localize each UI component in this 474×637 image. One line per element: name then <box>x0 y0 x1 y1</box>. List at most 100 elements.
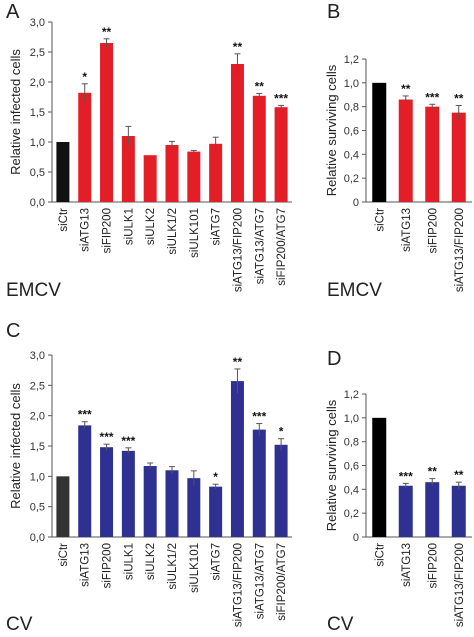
category-label: siULK1/2 <box>167 208 179 255</box>
significance-label: ** <box>454 91 464 105</box>
y-tick-label: 1,0 <box>344 413 359 425</box>
y-tick-label: 2,5 <box>30 47 45 59</box>
bar <box>425 106 440 202</box>
category-label: siATG13/ATG7 <box>254 543 266 619</box>
y-tick-label: 0,0 <box>30 532 45 544</box>
category-label: siCtr <box>374 208 386 232</box>
bar <box>56 142 70 202</box>
virus-label: CV <box>327 614 354 635</box>
bar <box>230 381 244 537</box>
category-label: siFIP200/ATG7 <box>276 543 288 621</box>
bar <box>187 151 201 202</box>
y-tick-label: 1,0 <box>344 78 359 90</box>
category-label: siFIP200/ATG7 <box>276 208 288 286</box>
y-tick-label: 3,0 <box>30 350 45 362</box>
category-label: siCtr <box>374 543 386 567</box>
significance-label: ** <box>233 355 243 369</box>
bar <box>209 143 223 202</box>
bar <box>121 136 135 202</box>
significance-label: ** <box>401 82 411 96</box>
panel-b: B EMCV Relative surviving cells 0 0,2 0,4 0,6 0… <box>324 1 472 301</box>
y-tick-label: 0 <box>353 197 359 209</box>
virus-label: EMCV <box>6 280 61 301</box>
category-label: siULK1 <box>123 543 135 580</box>
y-tick-label: 0,8 <box>344 437 359 449</box>
panel-letter: B <box>327 1 340 23</box>
bar <box>78 92 92 202</box>
category-label: siFIP200 <box>427 543 439 588</box>
panel-c: C CV Relative infected cells 0,0 0,5 1,0 1,5 2,… <box>6 320 292 635</box>
significance-label: *** <box>425 90 439 104</box>
category-label: siATG13/FIP200 <box>454 208 466 292</box>
category-label: siATG7 <box>211 208 223 246</box>
bar <box>252 95 266 202</box>
y-tick-label: 0 <box>353 532 359 544</box>
category-label: siFIP200 <box>102 543 114 588</box>
category-label: siATG13 <box>80 208 92 252</box>
bar <box>398 485 413 537</box>
panel-letter: C <box>6 320 20 342</box>
bar <box>209 486 223 537</box>
significance-label: *** <box>252 410 266 424</box>
y-axis-label: Relative surviving cells <box>324 399 339 531</box>
bar <box>187 478 201 537</box>
bar <box>56 476 70 537</box>
y-tick-label: 0,6 <box>344 461 359 473</box>
category-label: siATG13/FIP200 <box>232 543 244 627</box>
bar <box>143 155 157 202</box>
category-label: siFIP200 <box>427 208 439 253</box>
significance-label: * <box>82 70 87 84</box>
y-tick-label: 0,8 <box>344 102 359 114</box>
category-label: siULK101 <box>189 543 201 593</box>
bar <box>451 485 466 537</box>
y-tick-label: 3,0 <box>30 17 45 29</box>
bar <box>78 425 92 537</box>
significance-label: ** <box>255 79 265 93</box>
category-label: siATG13/FIP200 <box>232 208 244 292</box>
significance-label: * <box>213 470 218 484</box>
bar <box>165 145 179 202</box>
category-label: siULK2 <box>145 208 157 245</box>
significance-label: *** <box>100 430 114 444</box>
bar <box>425 482 440 537</box>
bar <box>398 99 413 202</box>
y-tick-label: 0,0 <box>30 197 45 209</box>
category-label: siULK101 <box>189 208 201 258</box>
bar <box>372 417 387 537</box>
bar <box>451 112 466 202</box>
category-label: siATG7 <box>211 543 223 581</box>
y-tick-label: 0,5 <box>30 167 45 179</box>
bar <box>165 470 179 537</box>
bar <box>100 43 114 202</box>
y-axis-label: Relative surviving cells <box>324 64 339 196</box>
significance-label: *** <box>121 434 135 448</box>
bar <box>121 450 135 537</box>
significance-label: *** <box>78 408 92 422</box>
category-label: siATG13 <box>401 208 413 252</box>
y-tick-label: 1,0 <box>30 471 45 483</box>
bar <box>143 466 157 537</box>
y-axis-label: Relative infected cells <box>8 49 23 175</box>
y-tick-label: 1,2 <box>344 389 359 401</box>
y-tick-label: 0,6 <box>344 126 359 138</box>
panel-d: D CV Relative surviving cells 0 0,2 0,4 0,6 0,8… <box>324 348 472 635</box>
bar <box>372 82 387 202</box>
category-label: siULK1 <box>123 208 135 245</box>
y-tick-label: 1,2 <box>344 54 359 66</box>
y-tick-label: 0,2 <box>344 508 359 520</box>
category-label: siCtr <box>58 543 70 567</box>
virus-label: EMCV <box>327 280 382 301</box>
bar <box>274 444 288 537</box>
panel-a: A EMCV Relative infected cells 0,0 0,5 1,0 1,5… <box>6 1 292 301</box>
panel-letter: D <box>327 348 341 370</box>
category-label: siULK1/2 <box>167 543 179 590</box>
y-tick-label: 0,4 <box>344 149 359 161</box>
y-tick-label: 1,5 <box>30 107 45 119</box>
category-label: siATG13 <box>80 543 92 587</box>
significance-label: *** <box>399 469 413 483</box>
category-label: siATG13/FIP200 <box>454 543 466 627</box>
y-tick-label: 1,0 <box>30 137 45 149</box>
y-tick-label: 2,5 <box>30 380 45 392</box>
y-tick-label: 1,5 <box>30 441 45 453</box>
